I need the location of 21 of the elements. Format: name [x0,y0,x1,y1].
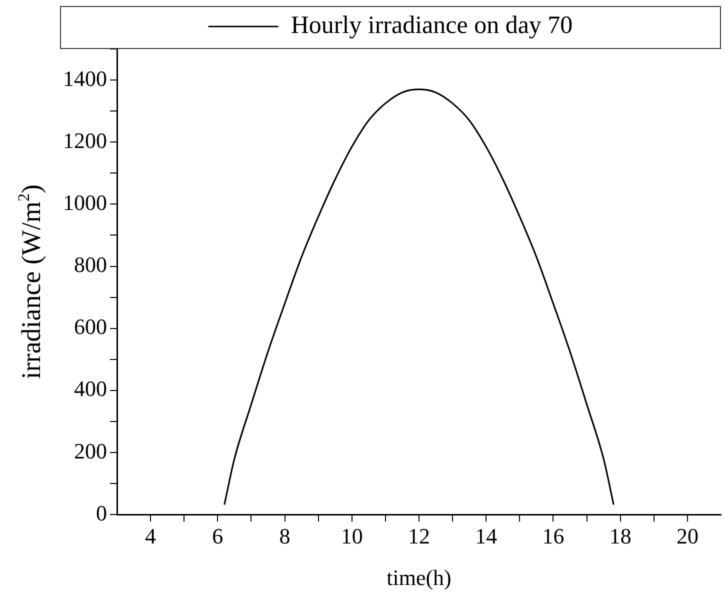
x-tick-label: 10 [340,524,363,549]
y-tick-label: 0 [96,500,107,526]
x-tick-label: 14 [475,524,498,549]
x-tick-label: 8 [279,524,290,549]
y-axis-title: irradiance (W/m2) [15,184,46,380]
x-axis-title: time(h) [386,565,452,590]
x-tick-label: 4 [145,524,156,549]
x-tick-label: 16 [542,524,564,549]
x-tick-label: 18 [609,524,632,549]
x-tick-label: 6 [212,524,224,549]
y-tick-label: 800 [74,252,107,278]
y-tick-label: 1200 [63,128,107,153]
x-tick-label: 20 [676,524,698,549]
y-tick-label: 600 [74,314,107,340]
y-tick-label: 200 [74,438,107,464]
legend-label: Hourly irradiance on day 70 [290,12,573,40]
line-series [224,88,614,506]
y-tick-label: 1400 [63,66,107,91]
x-tick-label: 12 [408,524,430,549]
y-tick-label: 400 [74,376,107,402]
y-tick-label: 1000 [63,190,107,215]
